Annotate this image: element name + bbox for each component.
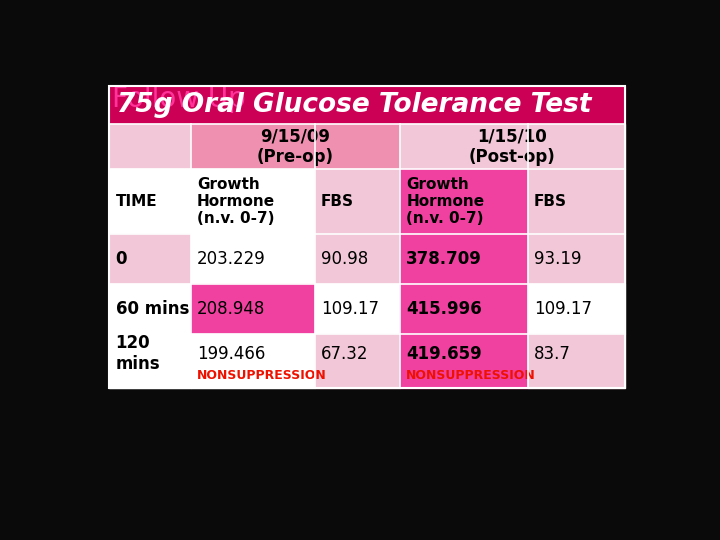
- Bar: [191, 234, 315, 284]
- Text: 378.709: 378.709: [406, 250, 482, 268]
- Bar: [528, 334, 625, 388]
- Bar: [400, 284, 528, 334]
- Bar: [109, 124, 191, 168]
- Text: NONSUPPRESSION: NONSUPPRESSION: [197, 369, 327, 382]
- Bar: [315, 284, 400, 334]
- Bar: [400, 168, 528, 234]
- Text: FBS: FBS: [321, 194, 354, 209]
- Bar: [109, 168, 191, 234]
- Bar: [528, 168, 625, 234]
- Bar: [109, 284, 191, 334]
- Bar: [528, 234, 625, 284]
- Text: 109.17: 109.17: [534, 300, 592, 318]
- Text: 67.32: 67.32: [321, 345, 369, 362]
- Text: 109.17: 109.17: [321, 300, 379, 318]
- Bar: [191, 334, 315, 388]
- Bar: [109, 234, 191, 284]
- Text: 1/15/10
(Post-op): 1/15/10 (Post-op): [469, 127, 556, 166]
- Text: Growth
Hormone
(n.v. 0-7): Growth Hormone (n.v. 0-7): [197, 177, 275, 226]
- Text: Follow Up: Follow Up: [112, 85, 246, 113]
- Bar: [315, 168, 400, 234]
- Bar: [400, 234, 528, 284]
- Text: 120
mins: 120 mins: [116, 334, 160, 373]
- Bar: [315, 334, 400, 388]
- Bar: [109, 85, 625, 124]
- Bar: [528, 284, 625, 334]
- Text: NONSUPPRESSION: NONSUPPRESSION: [406, 369, 536, 382]
- Bar: [191, 168, 315, 234]
- Text: 60 mins: 60 mins: [116, 300, 189, 318]
- Text: FBS: FBS: [534, 194, 567, 209]
- Text: 93.19: 93.19: [534, 250, 582, 268]
- Bar: [315, 234, 400, 284]
- Text: TIME: TIME: [116, 194, 157, 209]
- Text: 199.466: 199.466: [197, 345, 266, 362]
- Bar: [191, 284, 315, 334]
- Bar: [109, 85, 625, 388]
- Text: 419.659: 419.659: [406, 345, 482, 362]
- Text: Growth
Hormone
(n.v. 0-7): Growth Hormone (n.v. 0-7): [406, 177, 485, 226]
- Bar: [109, 334, 191, 388]
- Bar: [191, 124, 400, 168]
- Text: 9/15/09
(Pre-op): 9/15/09 (Pre-op): [257, 127, 334, 166]
- Text: 75g Oral Glucose Tolerance Test: 75g Oral Glucose Tolerance Test: [117, 92, 592, 118]
- Text: 208.948: 208.948: [197, 300, 266, 318]
- Bar: [400, 334, 528, 388]
- Text: 415.996: 415.996: [406, 300, 482, 318]
- Text: 83.7: 83.7: [534, 345, 571, 362]
- Text: 90.98: 90.98: [321, 250, 368, 268]
- Text: 203.229: 203.229: [197, 250, 266, 268]
- Text: 0: 0: [116, 250, 127, 268]
- Bar: [400, 124, 625, 168]
